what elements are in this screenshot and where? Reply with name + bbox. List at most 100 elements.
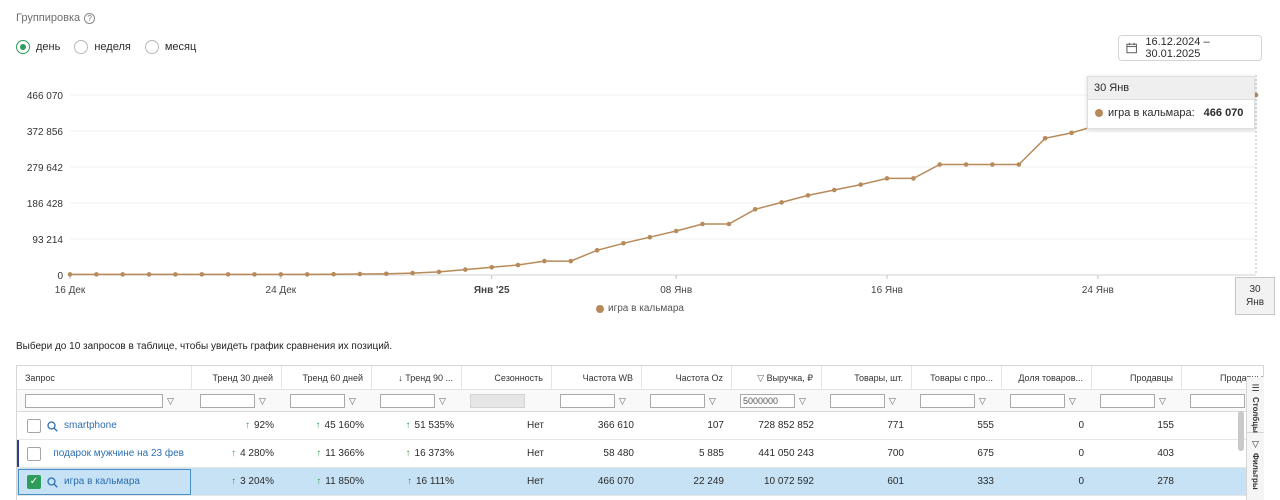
radio-day-circle[interactable] [16,40,30,54]
arrow-up-icon: ↑ [315,420,321,431]
query-link[interactable]: подарок мужчине на 23 фев [53,448,184,459]
data-point [304,272,310,277]
data-point [384,271,389,277]
col-freq-wb[interactable]: Частота WB [552,366,642,390]
col-goods[interactable]: Товары, шт. [822,366,912,390]
y-tick-label: 186 428 [27,199,64,210]
col-sellers-2[interactable]: Продавцы [1182,366,1263,390]
data-point [594,248,600,253]
filter-icon[interactable]: ▽ [889,395,896,406]
filter-icon[interactable]: ▽ [619,395,626,406]
filter-icon[interactable]: ▽ [167,395,174,406]
radio-month[interactable]: месяц [144,40,197,54]
seasonality-cell: Нет [526,448,544,459]
date-range-button[interactable]: 16.12.2024 – 30.01.2025 [1118,35,1262,61]
filter-sellers-2-input[interactable] [1190,394,1245,408]
query-cell[interactable]: подарок мужчине на 23 фев [17,440,192,468]
col-query[interactable]: Запрос [17,366,192,390]
data-point [647,234,653,240]
col-trend-30[interactable]: Тренд 30 дней [192,366,282,390]
columns-tab[interactable]: ☰ Столбцы [1247,377,1264,433]
col-revenue[interactable]: ▽ Выручка, ₽ [732,366,822,390]
radio-month-label: месяц [164,41,197,53]
x-tick-label: 16 Дек [55,285,86,296]
filter-freq-oz-input[interactable] [650,394,705,408]
trend-90-cell: ↑ 16 111% [372,468,462,496]
row-checkbox-checked[interactable]: ✓ [27,475,41,489]
col-trend-90[interactable]: ↓ Тренд 90 ... [372,366,462,390]
table-header: Запрос Тренд 30 дней Тренд 60 дней ↓ Тре… [17,366,1263,390]
data-point [489,265,495,270]
filter-revenue: 5000000 ▽ [732,390,822,412]
filter-icon[interactable]: ▽ [1159,395,1166,406]
help-icon[interactable]: ? [84,12,96,24]
row-checkbox[interactable] [27,419,41,433]
y-tick-label: 93 214 [32,235,63,246]
filter-icon[interactable]: ▽ [349,395,356,406]
table-scrollbar[interactable] [1238,411,1244,451]
filter-icon[interactable]: ▽ [1069,395,1076,406]
filter-icon[interactable]: ▽ [439,395,446,406]
filter-trend-60-input[interactable] [290,394,345,408]
trend-30-cell: ↑ 3 204% [192,468,282,496]
table-row-selected[interactable]: ✓ игра в кальмара ↑ 3 204% ↑ 11 850% ↑ 16 1… [17,468,1263,496]
grouping-title: Группировка [16,12,81,24]
filter-revenue-input[interactable]: 5000000 [740,394,795,408]
filter-sellers-input[interactable] [1100,394,1155,408]
arrow-up-icon: ↑ [405,448,411,459]
data-point [410,270,415,276]
filter-goods-input[interactable] [830,394,885,408]
trend-30-value: 3 204% [240,476,274,487]
grouping-radio-group: день неделя месяц [16,40,196,54]
queries-table: Запрос Тренд 30 дней Тренд 60 дней ↓ Тре… [16,365,1264,500]
radio-month-circle[interactable] [144,40,159,54]
table-row[interactable]: smartphone ↑ 92% ↑ 45 160% ↑ 51 535% Нет 36… [17,412,1263,440]
filter-icon[interactable]: ▽ [799,395,806,406]
filter-trend-90-input[interactable] [380,394,435,408]
data-point [937,162,942,167]
query-link[interactable]: игра в кальмара [64,476,140,487]
query-cell[interactable]: smartphone [17,412,192,440]
chart-legend[interactable]: игра в кальмара [596,303,684,314]
col-sellers[interactable]: Продавцы [1092,366,1182,390]
filter-freq-wb-input[interactable] [560,394,615,408]
data-point [568,258,574,264]
search-icon[interactable] [47,420,58,432]
grouping-label: Группировка ? [16,12,96,24]
search-icon[interactable] [47,476,58,488]
radio-day[interactable]: день [16,40,60,54]
data-point [621,241,626,246]
x-tick-label: 24 Дек [266,285,297,296]
row-checkbox[interactable] [27,447,41,461]
col-trend-60[interactable]: Тренд 60 дней [282,366,372,390]
arrow-up-icon: ↑ [405,420,411,431]
series-line [70,94,1257,276]
col-freq-oz[interactable]: Частота Oz [642,366,732,390]
revenue-cell: 441 050 243 [758,448,814,459]
filter-icon[interactable]: ▽ [259,395,266,406]
col-goods-promo[interactable]: Товары с про... [912,366,1002,390]
filters-tab[interactable]: ▽ Фильтры [1247,433,1264,500]
data-point [990,162,995,167]
arrow-up-icon: ↑ [316,448,322,459]
freq-wb-cell: 58 480 [603,448,634,459]
col-share[interactable]: Доля товаров... [1002,366,1092,390]
query-link[interactable]: smartphone [64,420,117,431]
col-seasonality[interactable]: Сезонность [462,366,552,390]
data-point [884,176,890,181]
filter-goods-promo-input[interactable] [920,394,975,408]
radio-week-circle[interactable] [74,40,89,54]
filter-trend-30-input[interactable] [200,394,255,408]
query-cell[interactable]: ✓ игра в кальмара [17,468,192,496]
radio-week-label: неделя [94,41,131,53]
arrow-up-icon: ↑ [231,448,237,459]
revenue-filter-icon[interactable]: ▽ [757,373,765,383]
filter-icon[interactable]: ▽ [709,395,716,406]
arrow-up-icon: ↑ [316,476,322,487]
filter-icon[interactable]: ▽ [979,395,986,406]
table-row[interactable]: подарок мужчине на 23 фев ↑ 4 280% ↑ 11 36… [17,440,1263,468]
filter-share-input[interactable] [1010,394,1065,408]
radio-day-label: день [36,41,61,53]
filter-query-input[interactable] [25,394,163,408]
radio-week[interactable]: неделя [74,40,131,54]
